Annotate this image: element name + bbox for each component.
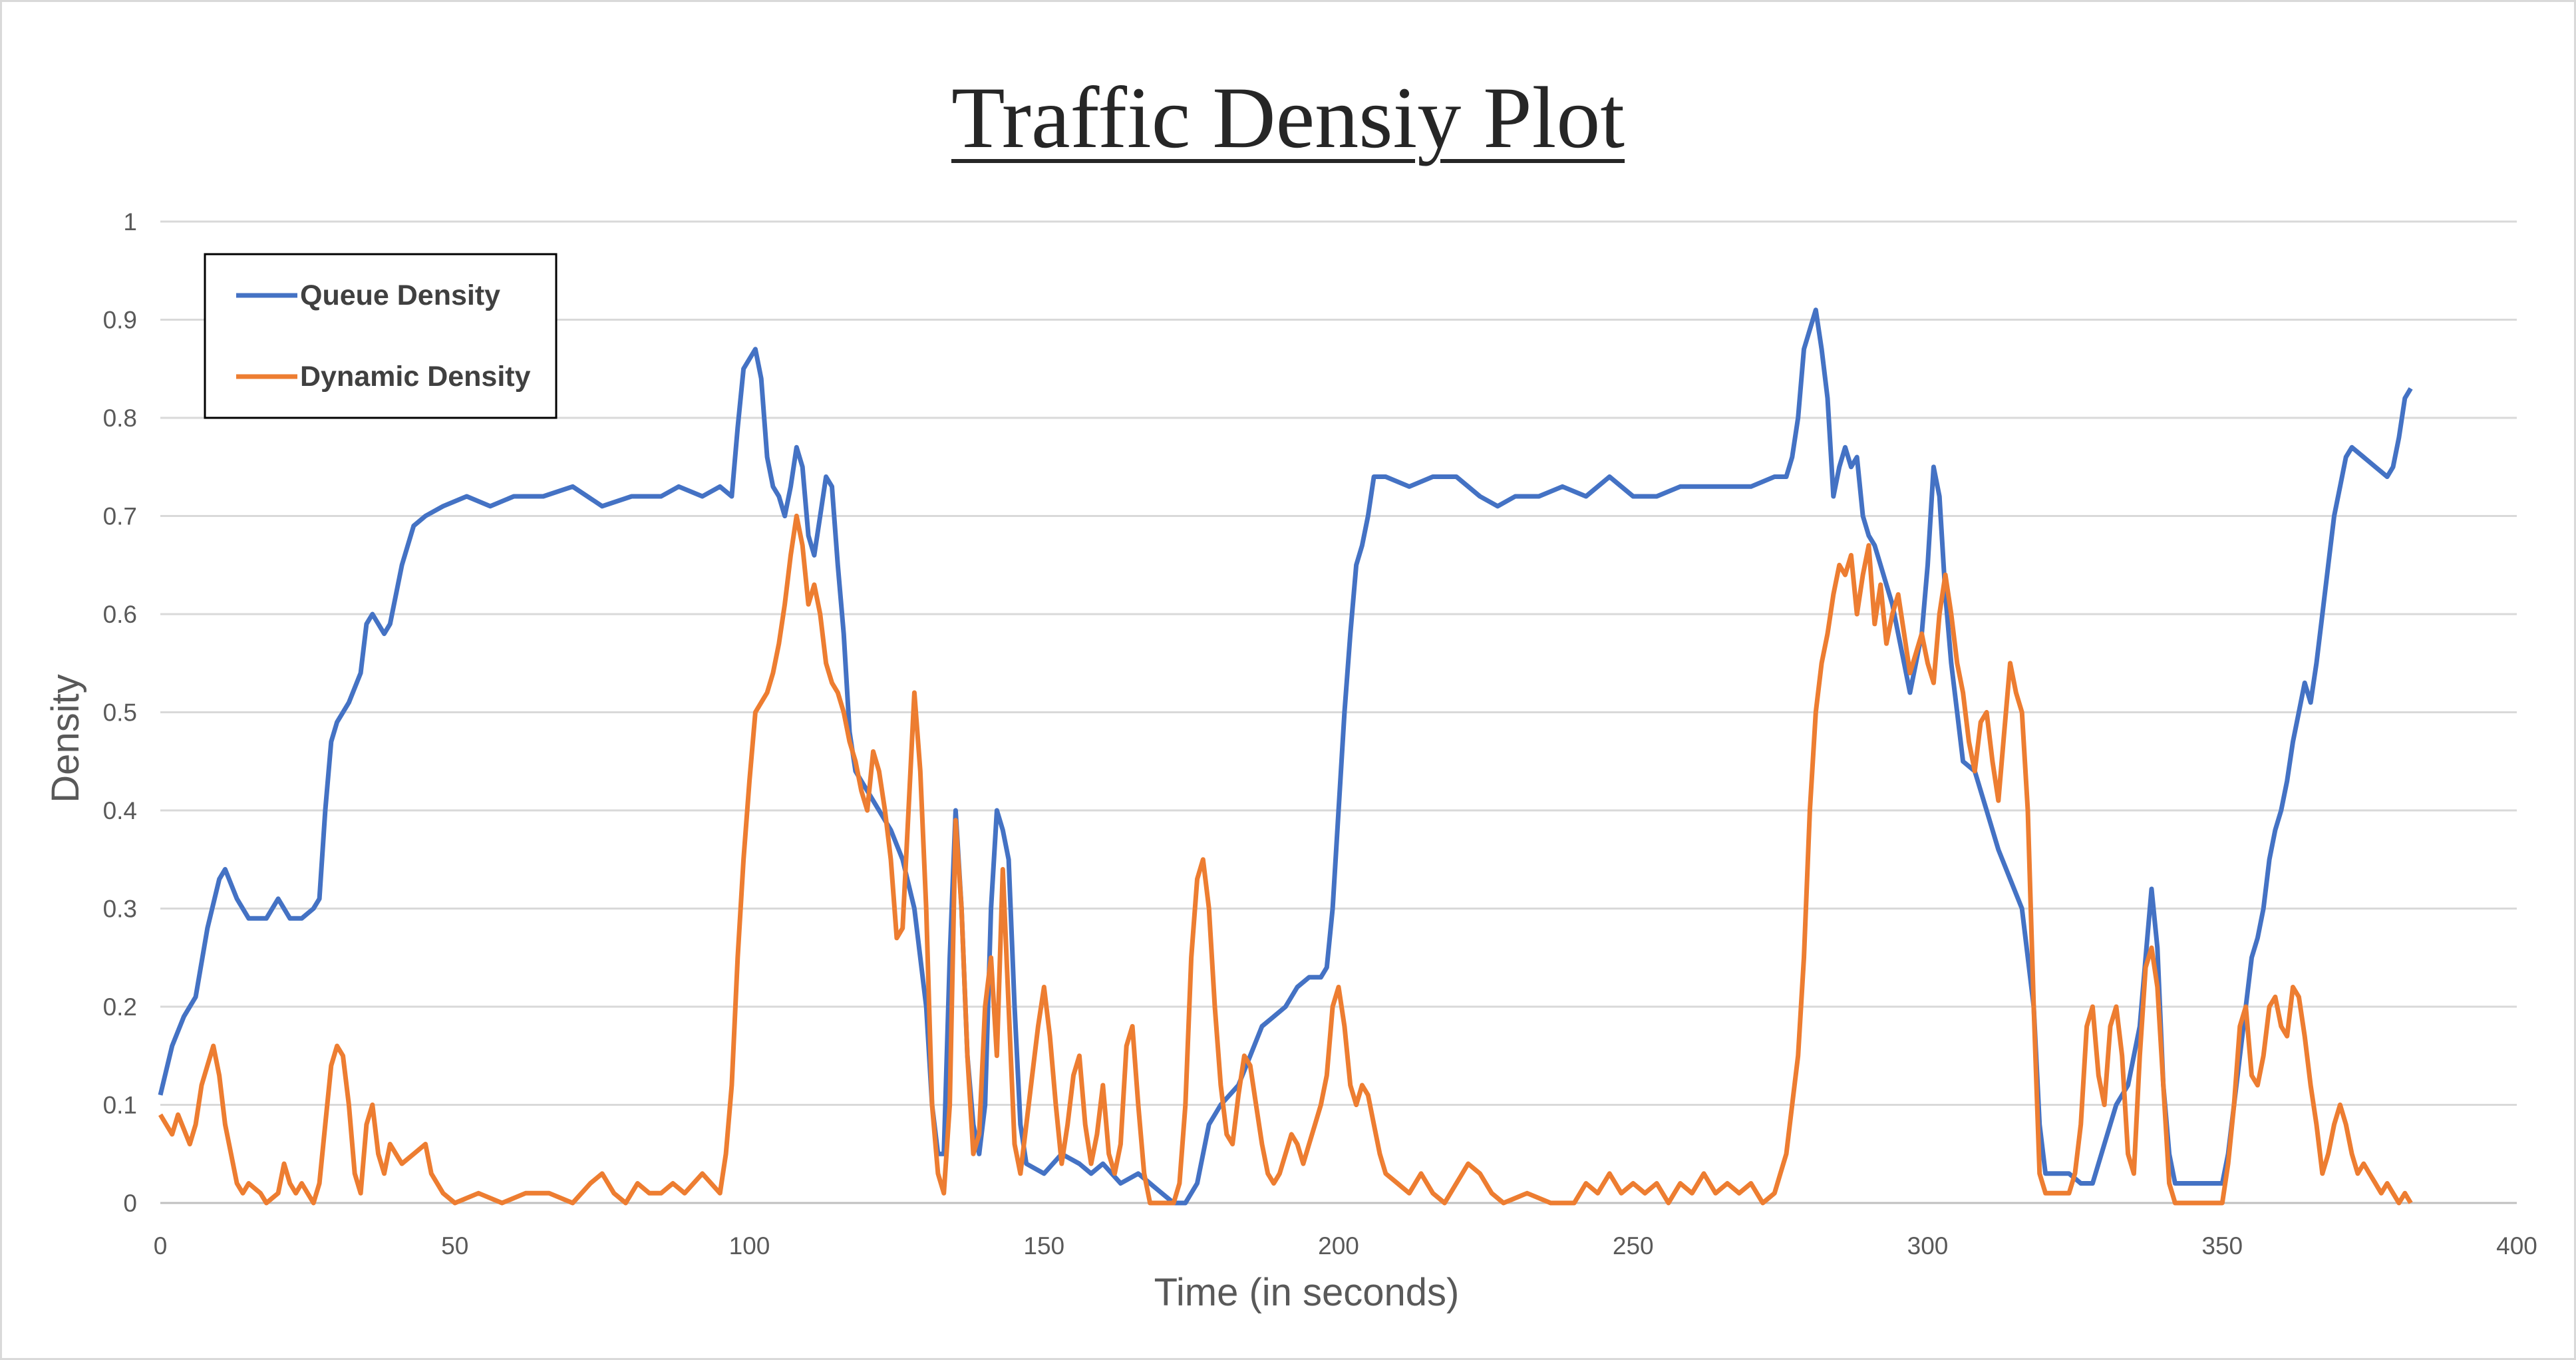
y-tick-label: 0.3 <box>103 896 137 923</box>
series-line-dynamic-density <box>158 514 2413 1206</box>
x-tick-labels: 0 50 100 150 200 250 300 350 400 <box>154 1232 2537 1260</box>
legend: Queue Density Dynamic Density <box>204 253 558 419</box>
y-tick-label: 0 <box>123 1190 137 1217</box>
y-tick-label: 0.8 <box>103 405 137 432</box>
x-tick-label: 300 <box>1907 1232 1949 1260</box>
series-lines <box>158 307 2413 1206</box>
x-tick-label: 0 <box>154 1232 168 1260</box>
y-tick-label: 0.6 <box>103 601 137 628</box>
y-tick-labels: 0 0.1 0.2 0.3 0.4 0.5 0.6 0.7 0.8 0.9 1 <box>103 208 137 1217</box>
x-tick-label: 400 <box>2496 1232 2537 1260</box>
y-tick-label: 0.4 <box>103 797 137 824</box>
series-line-queue-density <box>158 307 2413 1206</box>
y-tick-label: 1 <box>123 208 137 236</box>
y-axis-label: Density <box>44 674 87 802</box>
x-tick-label: 350 <box>2201 1232 2243 1260</box>
legend-label-dynamic-density: Dynamic Density <box>300 361 531 393</box>
y-tick-label: 0.5 <box>103 699 137 727</box>
y-tick-label: 0.1 <box>103 1092 137 1119</box>
x-tick-label: 200 <box>1318 1232 1359 1260</box>
x-tick-label: 50 <box>441 1232 468 1260</box>
chart-title: Traffic Densiy Plot <box>951 69 1625 166</box>
x-tick-label: 100 <box>729 1232 770 1260</box>
y-tick-label: 0.2 <box>103 993 137 1021</box>
legend-label-queue-density: Queue Density <box>300 279 500 311</box>
y-tick-label: 0.7 <box>103 503 137 530</box>
x-tick-label: 150 <box>1023 1232 1064 1260</box>
y-tick-label: 0.9 <box>103 307 137 334</box>
x-axis-label: Time (in seconds) <box>1154 1271 1460 1314</box>
x-tick-label: 250 <box>1613 1232 1654 1260</box>
legend-box <box>204 253 558 419</box>
